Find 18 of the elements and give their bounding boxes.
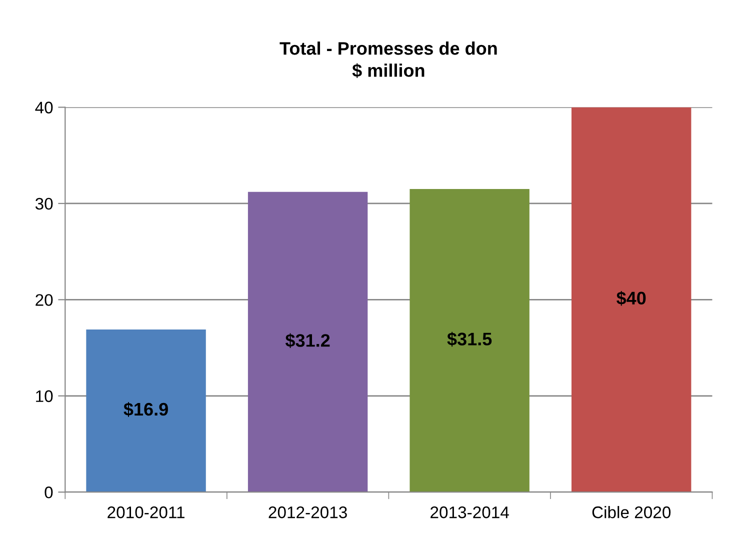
bar xyxy=(248,192,368,492)
x-tick-label: 2013-2014 xyxy=(430,506,509,518)
y-tick-label: 10 xyxy=(36,390,53,402)
bar xyxy=(571,107,692,492)
bar xyxy=(86,330,206,492)
data-label: $16.9 xyxy=(124,402,168,417)
x-tick-label: Cible 2020 xyxy=(592,506,671,518)
data-label: $31.2 xyxy=(285,333,330,348)
data-label: $31.5 xyxy=(447,332,492,347)
y-tick-label: 20 xyxy=(36,294,53,306)
x-tick-label: 2010-2011 xyxy=(108,506,184,518)
chart-title: Total - Promesses de don $ million xyxy=(280,42,497,78)
y-tick-label: 0 xyxy=(44,486,53,498)
y-tick-label: 30 xyxy=(35,198,53,210)
bar xyxy=(410,189,530,492)
data-label: $40 xyxy=(616,290,646,306)
y-tick-label: 40 xyxy=(35,102,53,114)
x-tick-label: 2012-2013 xyxy=(268,506,347,518)
